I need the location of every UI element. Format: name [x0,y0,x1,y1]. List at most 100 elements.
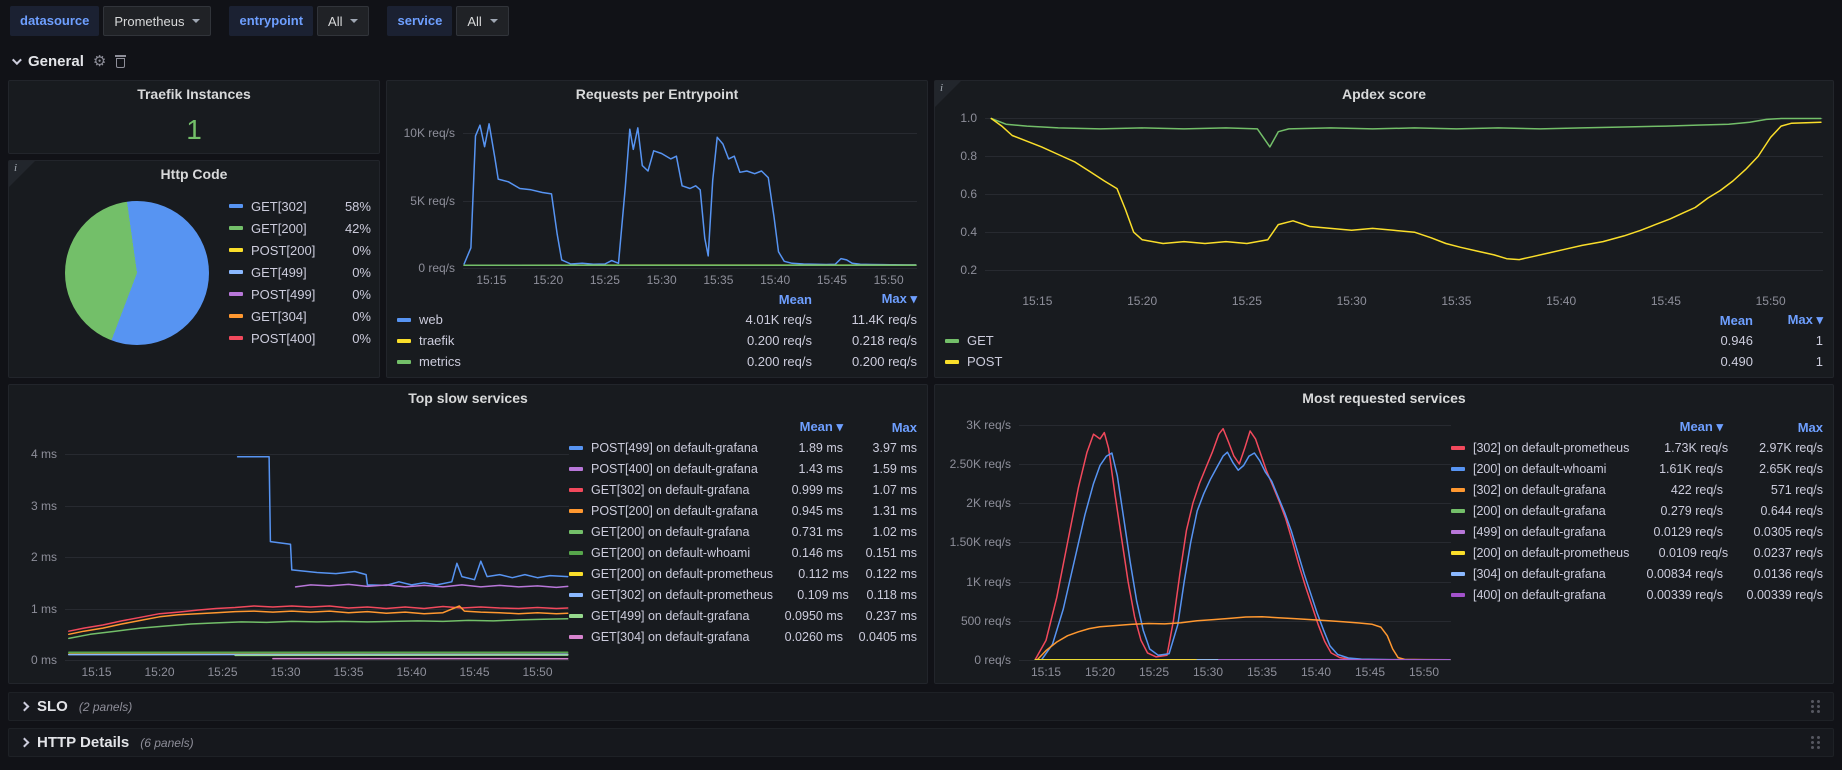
chevron-down-icon[interactable] [11,54,22,65]
variable-value-dropdown[interactable]: All [456,6,509,36]
legend-item[interactable]: POST[200] 0% [229,239,371,261]
series-max: 0.122 ms [865,566,917,581]
legend-item[interactable]: GET[304] on default-grafana 0.0260 ms 0.… [569,626,917,647]
legend-sort-mean[interactable]: Mean [1719,312,1753,328]
legend-item[interactable]: GET[200] on default-whoami 0.146 ms 0.15… [569,542,917,563]
legend-item[interactable]: GET[200] on default-grafana 0.731 ms 1.0… [569,521,917,542]
drag-handle-icon[interactable] [1811,736,1821,749]
legend-item[interactable]: [302] on default-prometheus 1.73K req/s … [1451,437,1823,458]
row-panels-count: (2 panels) [78,699,133,714]
y-tick-label: 5K req/s [410,193,455,208]
legend-item[interactable]: GET[302] 58% [229,195,371,217]
legend-item[interactable]: web 4.01K req/s 11.4K req/s [397,309,917,330]
legend-sort-mean[interactable]: Mean [778,291,812,307]
legend-sort-max[interactable]: Max ▾ [1787,312,1823,327]
legend-item[interactable]: POST 0.490 1 [945,351,1823,372]
legend-sort-max[interactable]: Max [891,419,917,435]
variable-value-dropdown[interactable]: Prometheus [103,6,212,36]
info-corner-icon[interactable]: i [9,161,35,187]
plot-area[interactable] [463,109,917,269]
trash-icon[interactable] [115,54,127,68]
legend-item[interactable]: GET[200] on default-prometheus 0.112 ms … [569,563,917,584]
x-tick-label: 15:15 [476,273,507,287]
panel-title[interactable]: Apdex score [1341,86,1427,102]
series-color-swatch [229,270,243,274]
gridline [985,156,1823,158]
legend-item[interactable]: GET 0.946 1 [945,330,1823,351]
series-max: 3.97 ms [872,440,917,455]
plot-area[interactable] [65,413,569,661]
gear-icon[interactable]: ⚙ [92,52,107,70]
x-tick-label: 15:50 [873,273,904,287]
gridline [65,660,569,661]
x-tick-label: 15:45 [1354,665,1386,679]
y-axis-labels: 0 req/s 500 req/s 1K req/s 1.50K req/s 2K re… [945,413,1019,667]
legend-item[interactable]: GET[200] 42% [229,217,371,239]
legend-item[interactable]: POST[400] 0% [229,327,371,349]
panel-title[interactable]: Http Code [160,166,228,182]
legend-sort-mean[interactable]: Mean ▾ [799,419,843,434]
legend-item[interactable]: traefik 0.200 req/s 0.218 req/s [397,330,917,351]
panel-title[interactable]: Most requested services [1302,390,1466,406]
plot-area[interactable] [1019,413,1451,661]
panel-http-code: i Http Code GET[302] 58% GET[200] 42% [8,160,380,378]
series-color-swatch [397,317,411,322]
series-color-swatch [569,466,583,471]
legend-item[interactable]: metrics 0.200 req/s 0.200 req/s [397,351,917,372]
series-color-swatch [1451,592,1465,597]
series-name: [499] on default-grafana [1473,524,1606,539]
legend-item[interactable]: GET[499] on default-grafana 0.0950 ms 0.… [569,605,917,626]
variable-value-dropdown[interactable]: All [317,6,370,36]
y-tick-label: 2K req/s [966,496,1011,511]
legend-item[interactable]: [200] on default-grafana 0.279 req/s 0.6… [1451,500,1823,521]
legend-item[interactable]: GET[499] 0% [229,261,371,283]
legend-item[interactable]: [499] on default-grafana 0.0129 req/s 0.… [1451,521,1823,542]
x-tick-label: 15:20 [1084,665,1116,679]
legend-item[interactable]: GET[302] on default-grafana 0.999 ms 1.0… [569,479,917,500]
panel-title[interactable]: Top slow services [408,390,528,406]
panel-title[interactable]: Requests per Entrypoint [575,86,739,102]
legend-item[interactable]: POST[499] on default-grafana 1.89 ms 3.9… [569,437,917,458]
x-tick-label: 15:50 [1408,665,1440,679]
gridline [1019,581,1451,583]
info-corner-icon[interactable]: i [935,81,961,107]
chevron-down-icon [192,19,201,23]
series-name: [400] on default-grafana [1473,587,1606,602]
series-name: GET[302] on default-prometheus [591,587,774,602]
legend-item[interactable]: [400] on default-grafana 0.00339 req/s 0… [1451,584,1823,605]
legend-sort-mean[interactable]: Mean ▾ [1679,419,1723,434]
legend: GET[302] 58% GET[200] 42% POST[200] 0% [229,195,371,349]
legend-item[interactable]: GET[304] 0% [229,305,371,327]
legend-item[interactable]: [304] on default-grafana 0.00834 req/s 0… [1451,563,1823,584]
series-max: 1 [1815,354,1823,369]
series-mean: 1.89 ms [798,440,843,455]
legend-item[interactable]: [200] on default-whoami 1.61K req/s 2.65… [1451,458,1823,479]
chevron-right-icon [19,737,30,748]
legend-item[interactable]: [302] on default-grafana 422 req/s 571 r… [1451,479,1823,500]
series-max: 0.200 req/s [851,354,917,369]
legend-item[interactable]: POST[200] on default-grafana 0.945 ms 1.… [569,500,917,521]
legend-item[interactable]: GET[302] on default-prometheus 0.109 ms … [569,584,917,605]
legend-sort-max[interactable]: Max ▾ [881,291,917,306]
series-color-swatch [1451,571,1465,576]
plot-area[interactable] [985,109,1823,289]
legend-item[interactable]: [200] on default-prometheus 0.0109 req/s… [1451,542,1823,563]
series-lines [990,117,1822,261]
x-axis-labels: 15:15 15:20 15:25 15:30 15:35 15:40 15:45 15:50 [1019,660,1451,679]
legend-sort-max[interactable]: Max [1797,419,1823,435]
x-tick-label: 15:15 [1022,294,1053,308]
pie-chart[interactable] [65,201,209,345]
legend-item[interactable]: POST[499] 0% [229,283,371,305]
panel-title[interactable]: Traefik Instances [137,86,251,102]
drag-handle-icon[interactable] [1811,700,1821,713]
y-axis-labels: 0 ms 1 ms 2 ms 3 ms 4 ms [19,413,65,667]
row-title-general[interactable]: General [28,52,84,70]
row-slo[interactable]: SLO (2 panels) [8,692,1834,721]
y-tick-label: 1K req/s [966,574,1011,589]
series-mean: 0.999 ms [791,482,843,497]
legend-item[interactable]: POST[400] on default-grafana 1.43 ms 1.5… [569,458,917,479]
series-name: GET[302] on default-grafana [591,482,750,497]
row-http-details[interactable]: HTTP Details (6 panels) [8,728,1834,757]
series-color-swatch [1451,529,1465,534]
series-mean: 0.0260 ms [784,629,843,644]
